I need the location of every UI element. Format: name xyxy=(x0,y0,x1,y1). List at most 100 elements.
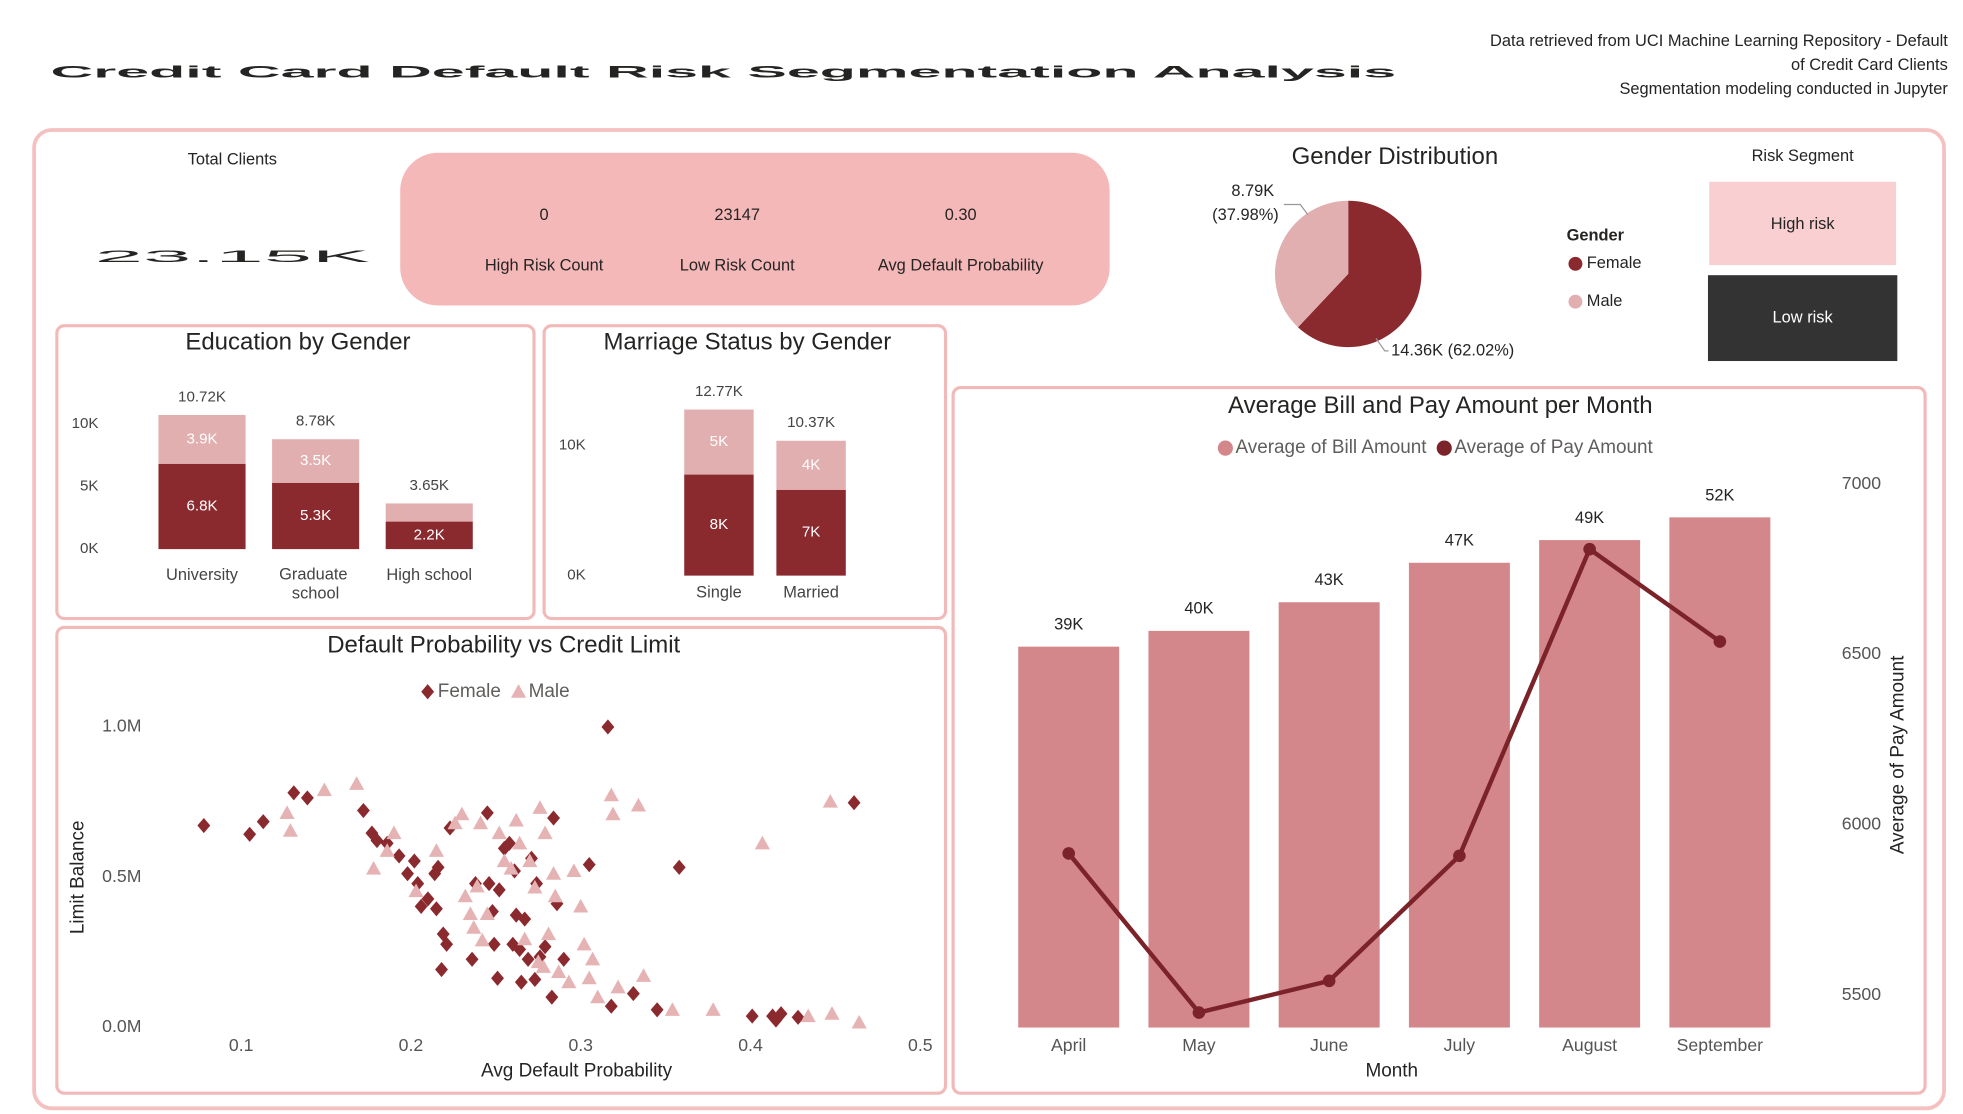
scatter-point xyxy=(300,790,314,806)
x-tick-label: July xyxy=(1444,1035,1476,1055)
scatter-point xyxy=(754,835,770,850)
scatter-point xyxy=(407,853,421,869)
legend-label: Female xyxy=(1587,254,1642,272)
scatter-point xyxy=(650,1002,664,1018)
line-marker xyxy=(1192,1006,1206,1019)
scatter-point xyxy=(428,866,442,882)
segment-label: 4K xyxy=(802,456,821,473)
slicer-label[interactable]: High risk xyxy=(1771,215,1836,233)
slicer-box[interactable] xyxy=(1707,275,1898,362)
leader-line xyxy=(1375,337,1389,352)
scatter-point xyxy=(411,875,425,892)
bar xyxy=(1018,646,1120,1028)
line-marker xyxy=(1322,974,1336,988)
scatter-point xyxy=(824,1006,840,1020)
segment-label: 5.3K xyxy=(300,507,331,524)
scatter-point xyxy=(466,920,482,934)
y2-axis-label: Average of Pay Amount xyxy=(1888,655,1909,854)
kpi-band xyxy=(400,152,1110,306)
kpi-value: 0.30 xyxy=(945,206,977,224)
pie-slice xyxy=(1297,200,1422,348)
x-tick-label: August xyxy=(1562,1035,1617,1055)
slicer-item[interactable]: High risk xyxy=(1706,179,1899,268)
slicer-label[interactable]: Low risk xyxy=(1773,308,1834,326)
slice-label: 8.79K (37.98%) xyxy=(1212,182,1279,224)
scatter-point xyxy=(287,785,301,801)
bar-value-label: 47K xyxy=(1445,532,1474,550)
scatter-point xyxy=(547,810,561,826)
scatter-point xyxy=(512,835,528,850)
segment-label: 2.2K xyxy=(414,526,445,543)
legend-label: Male xyxy=(1587,292,1623,310)
line-marker xyxy=(1713,635,1727,648)
chart-title: Average Bill and Pay Amount per Month xyxy=(1228,392,1653,419)
scatter-point xyxy=(474,932,490,947)
slicer-item[interactable]: Low risk xyxy=(1707,275,1898,362)
scatter-point xyxy=(513,941,527,957)
scatter-point xyxy=(610,979,626,994)
scatter-point xyxy=(431,859,445,875)
source-note: Segmentation modeling conducted in Jupyt… xyxy=(1619,80,1948,98)
segment-label: 3.9K xyxy=(186,430,217,447)
scatter-point xyxy=(256,814,270,830)
scatter-point xyxy=(316,782,332,797)
scatter-point xyxy=(557,951,571,967)
scatter-point xyxy=(545,866,562,880)
legend-label: Average of Pay Amount xyxy=(1454,437,1653,458)
page-title: Credit Card Default Risk Segmentation An… xyxy=(51,64,1397,82)
scatter-point xyxy=(440,936,454,952)
bar xyxy=(1669,517,1771,1028)
kpi-label: High Risk Count xyxy=(485,257,604,275)
x-axis-label: Month xyxy=(1365,1061,1418,1082)
source-note: of Credit Card Clients xyxy=(1791,56,1948,74)
bar-segment xyxy=(776,489,846,576)
legend-marker xyxy=(1436,440,1452,456)
scatter-point xyxy=(401,866,414,882)
scatter-point xyxy=(518,911,532,927)
scatter-point xyxy=(527,879,543,894)
scatter-point xyxy=(366,860,382,875)
x-tick-label: Graduate school xyxy=(279,566,352,603)
scatter-point xyxy=(435,961,448,978)
scatter-point xyxy=(517,931,533,946)
scatter-point xyxy=(664,1002,680,1016)
scatter-point xyxy=(585,951,601,966)
x-axis-label: Avg Default Probability xyxy=(481,1061,673,1082)
legend-marker xyxy=(510,684,527,698)
scatter-point xyxy=(479,906,495,920)
scatter-point xyxy=(279,805,295,819)
scatter-point xyxy=(465,951,479,967)
scatter-point xyxy=(705,1002,721,1016)
scatter-point xyxy=(538,939,552,955)
legend: Female Male xyxy=(421,681,570,702)
scatter-point xyxy=(532,800,548,814)
slicer-box[interactable] xyxy=(1706,179,1899,268)
bar-segment xyxy=(684,474,754,576)
scatter-point xyxy=(576,936,592,951)
scatter-point xyxy=(502,835,516,851)
slicer-title: Risk Segment xyxy=(1752,147,1855,165)
segment-label: 6.8K xyxy=(186,497,217,514)
scatter-point xyxy=(447,815,463,830)
scatter-point xyxy=(503,860,519,875)
line-marker xyxy=(1453,849,1466,863)
legend-marker xyxy=(421,684,435,700)
scatter-point xyxy=(421,891,435,907)
scatter-point xyxy=(386,825,402,840)
scatter-point xyxy=(635,968,652,982)
scatter-point xyxy=(521,951,535,967)
scatter-point xyxy=(496,853,512,868)
segment-label: 5K xyxy=(710,433,729,450)
bar-segment xyxy=(776,440,846,490)
scatter-point xyxy=(428,843,444,857)
legend-marker xyxy=(1568,256,1583,271)
legend: Average of Bill Amount Average of Pay Amo… xyxy=(1217,437,1654,458)
scatter-point xyxy=(847,795,861,811)
scatter-point xyxy=(547,888,563,903)
scatter-point xyxy=(800,1008,816,1023)
scatter-point xyxy=(356,802,370,819)
segment-label: 3.5K xyxy=(300,452,331,469)
bar-segment xyxy=(158,463,246,550)
kpi-value: 23.15K xyxy=(95,248,370,266)
